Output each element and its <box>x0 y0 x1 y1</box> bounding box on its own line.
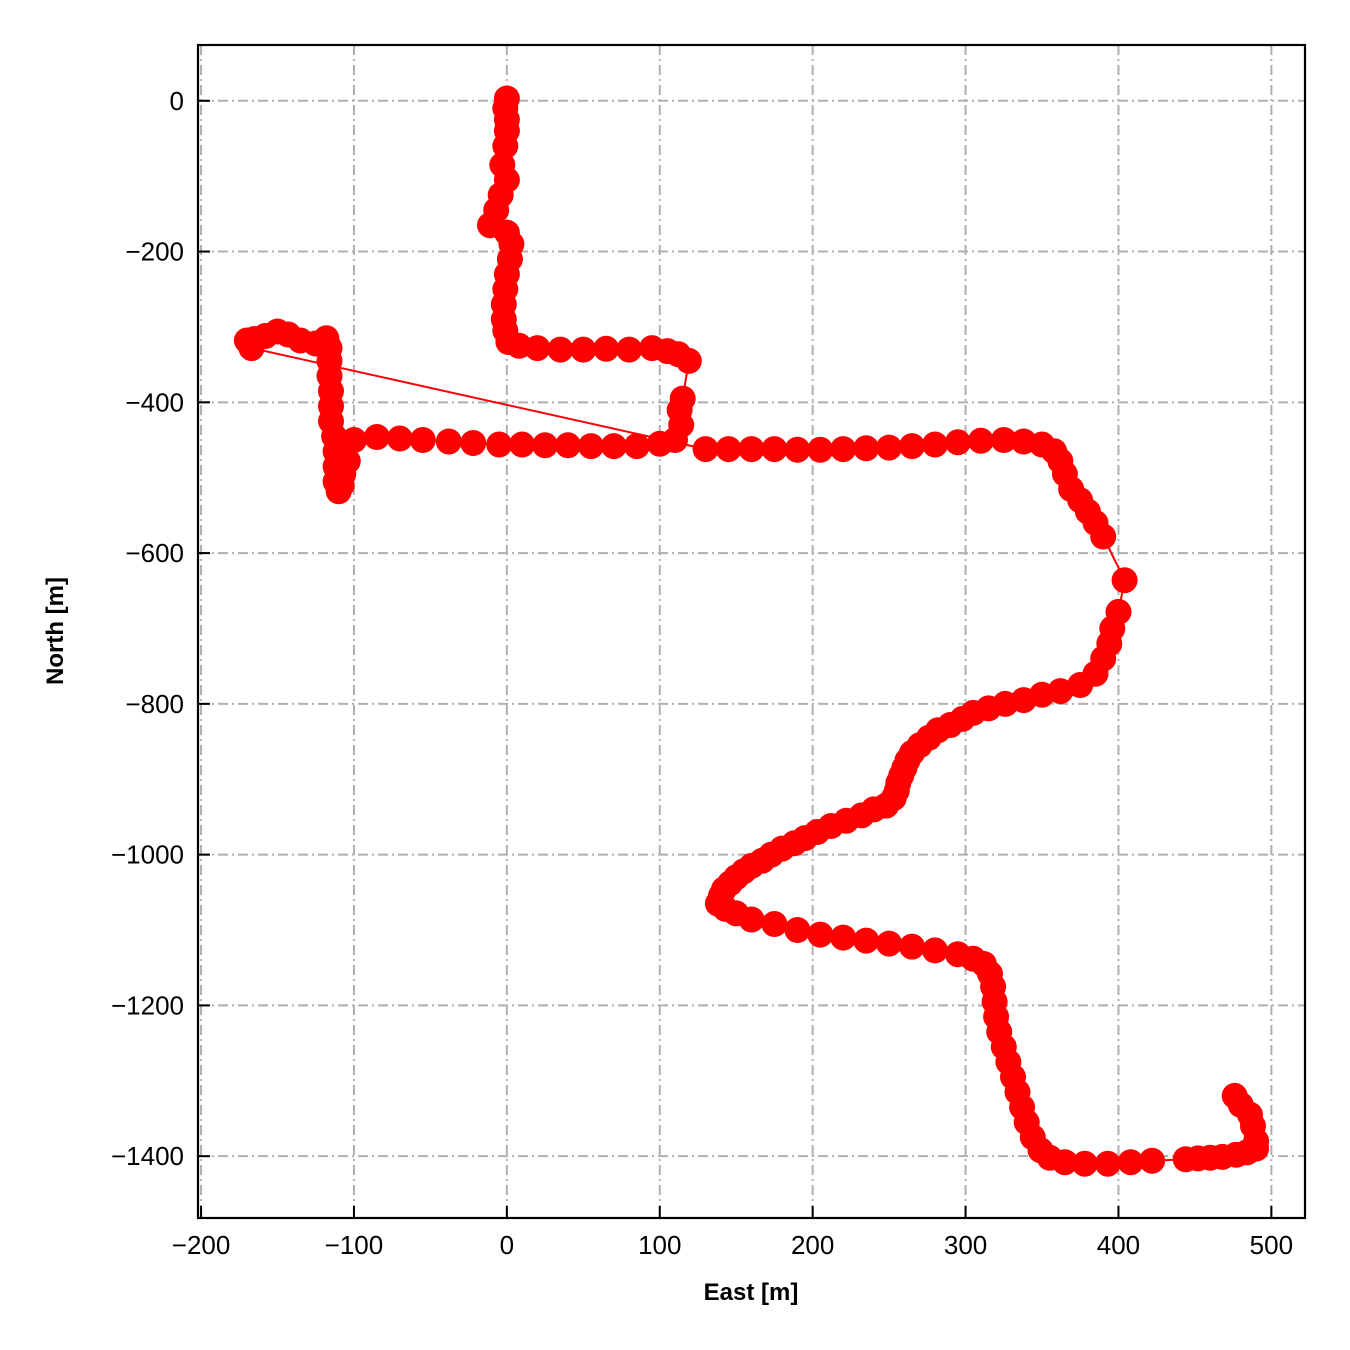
trajectory-point <box>715 436 742 463</box>
trajectory-point <box>555 432 581 459</box>
trajectory-point <box>593 335 620 362</box>
y-axis-label: North [m] <box>42 577 69 685</box>
trajectory-point <box>830 924 857 951</box>
trajectory-point <box>922 937 948 964</box>
trajectory-point <box>435 428 462 455</box>
trajectory-point <box>409 427 436 453</box>
trajectory-point <box>460 430 487 456</box>
trajectory-point <box>1090 523 1117 550</box>
x-axis-label: East [m] <box>704 1279 799 1306</box>
y-tick-label: −1200 <box>111 990 184 1020</box>
x-tick-label: 100 <box>638 1230 681 1260</box>
trajectory-point <box>1139 1147 1166 1174</box>
trajectory-point <box>876 434 903 461</box>
trajectory-point <box>967 427 994 454</box>
trajectory-point <box>570 336 597 363</box>
trajectory-point <box>990 427 1017 453</box>
y-tick-label: −600 <box>125 538 184 568</box>
trajectory-point <box>784 436 811 463</box>
trajectory-point <box>616 336 643 363</box>
x-tick-label: 400 <box>1097 1230 1140 1260</box>
trajectory-point <box>876 930 903 957</box>
trajectory-point <box>1111 567 1138 594</box>
y-tick-label: 0 <box>170 86 184 116</box>
y-tick-label: −400 <box>125 387 184 417</box>
trajectory-point <box>738 436 765 463</box>
trajectory-point <box>646 430 673 457</box>
trajectory-point <box>899 433 925 460</box>
trajectory-point <box>807 921 834 948</box>
plot-frame <box>196 43 1307 1220</box>
trajectory-point <box>899 933 925 960</box>
trajectory-point <box>578 433 604 460</box>
trajectory-point <box>623 433 650 460</box>
trajectory-point <box>830 436 857 463</box>
series-layer <box>233 85 1270 1177</box>
trajectory-point <box>1117 1149 1144 1176</box>
trajectory-point <box>738 906 765 933</box>
trajectory-point <box>761 436 788 463</box>
trajectory-point <box>363 424 390 450</box>
y-tick-label: −800 <box>125 689 184 719</box>
trajectory-point <box>1051 1149 1078 1176</box>
trajectory-point <box>675 347 702 374</box>
trajectory-point <box>509 431 536 458</box>
trajectory-point <box>547 336 574 363</box>
trajectory-point <box>386 425 413 452</box>
trajectory-point <box>807 436 834 463</box>
trajectory-point <box>853 435 880 462</box>
trajectory-point <box>600 433 627 460</box>
x-tick-label: 300 <box>944 1230 987 1260</box>
x-tick-label: 200 <box>791 1230 834 1260</box>
trajectory-point <box>1067 672 1094 698</box>
x-tick-label: −200 <box>172 1230 231 1260</box>
trajectory-point <box>853 927 880 954</box>
y-tick-label: −1400 <box>111 1141 184 1171</box>
trajectory-point <box>524 335 551 362</box>
x-tick-label: 500 <box>1250 1230 1293 1260</box>
trajectory-point <box>1221 1082 1248 1109</box>
axis-ticks: −200 −100 0 100 200 300 400 5000−200−400−600−80… <box>111 86 1293 1260</box>
trajectory-point <box>238 335 265 362</box>
trajectory-point <box>1071 1150 1098 1177</box>
trajectory-point <box>692 436 719 463</box>
trajectory-point <box>922 431 948 458</box>
x-tick-label: −100 <box>325 1230 384 1260</box>
x-tick-label: 0 <box>500 1230 514 1260</box>
trajectory-point <box>1094 1150 1121 1177</box>
y-tick-label: −200 <box>125 237 184 267</box>
y-tick-label: −1000 <box>111 840 184 870</box>
trajectory-point <box>761 911 788 937</box>
trajectory-point <box>532 432 559 459</box>
trajectory-point <box>486 431 513 458</box>
trajectory-point <box>944 429 971 456</box>
trajectory-point <box>784 917 811 943</box>
